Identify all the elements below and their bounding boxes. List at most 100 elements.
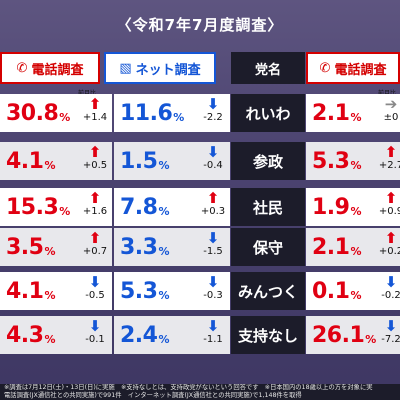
phone-change: ⬆ +1.4 <box>80 95 110 124</box>
phone2-value: 1.9 <box>312 194 350 220</box>
arrow-up-icon: ⬆ <box>384 229 398 247</box>
phone2-change: ➔ ±0 <box>376 95 400 124</box>
internet-value: 5.3 <box>120 278 158 304</box>
internet-cell: 1.5% ⬇ -0.4 <box>114 142 230 180</box>
phone-value: 3.5 <box>6 234 44 260</box>
phone2-cell: 2.1% ⬆ +0.2 <box>306 228 400 266</box>
internet-value: 3.3 <box>120 234 158 260</box>
internet-change-value: -2.2 <box>203 112 223 123</box>
phone2-change: ⬇ -0.2 <box>376 273 400 302</box>
survey-title: 〈令和7年7月度調査〉 <box>116 16 284 34</box>
phone2-change-value: ±0 <box>383 112 399 123</box>
phone-value: 4.1 <box>6 278 44 304</box>
phone2-value: 2.1 <box>312 100 350 126</box>
percent-sign: % <box>59 204 71 218</box>
arrow-down-icon: ⬇ <box>88 273 102 291</box>
internet-change-value: -0.3 <box>203 290 223 301</box>
phone-change: ⬆ +1.6 <box>80 189 110 218</box>
percent-sign: % <box>350 204 362 218</box>
percent-sign: % <box>44 244 56 258</box>
phone2-change-value: +2.7 <box>378 160 400 171</box>
phone-value: 30.8 <box>6 100 59 126</box>
phone2-cell: 5.3% ⬆ +2.7 <box>306 142 400 180</box>
phone2-value: 5.3 <box>312 148 350 174</box>
phone-change-value: +0.7 <box>82 246 108 257</box>
footer-notes: ※調査は7月12日(土)・13日(日)に実施 ※支持なしとは、支持政党がないとい… <box>0 384 400 400</box>
phone2-cell: 2.1% ➔ ±0 <box>306 94 400 132</box>
mobile-icon: ▧ <box>119 60 132 76</box>
party-name: れいわ <box>231 94 305 132</box>
footer-line-2: 電話調査(JX通信社との共同実施)で991件 インターネット調査(JX通信社との… <box>4 392 302 399</box>
phone-change-value: +1.6 <box>82 206 108 217</box>
arrow-up-icon: ⬆ <box>206 189 220 207</box>
footer-line-1: ※調査は7月12日(土)・13日(日)に実施 ※支持なしとは、支持政党がないとい… <box>4 384 373 391</box>
internet-cell: 3.3% ⬇ -1.5 <box>114 228 230 266</box>
arrow-up-icon: ⬆ <box>88 229 102 247</box>
header-phone-2: ✆ 電話調査 <box>306 52 400 84</box>
header-phone2-label: 電話調査 <box>334 62 387 78</box>
phone-icon: ✆ <box>319 60 331 76</box>
internet-cell: 11.6% ⬇ -2.2 <box>114 94 230 132</box>
phone-change: ⬆ +0.5 <box>80 145 110 172</box>
phone2-cell: 26.1% ⬇ -7.2 <box>306 316 400 354</box>
phone2-change-value: +0.2 <box>378 246 400 257</box>
table-row: 30.8% ⬆ +1.4 11.6% ⬇ -2.2 れいわ 2.1% ➔ ±0 <box>0 94 400 132</box>
party-name: 支持なし <box>231 316 305 354</box>
arrow-down-icon: ⬇ <box>206 95 220 113</box>
phone-change-value: +1.4 <box>82 112 108 123</box>
percent-sign: % <box>350 158 362 172</box>
internet-cell: 2.4% ⬇ -1.1 <box>114 316 230 354</box>
arrow-up-icon: ⬆ <box>88 95 102 113</box>
table-row: 3.5% ⬆ +0.7 3.3% ⬇ -1.5 保守 2.1% ⬆ +0.2 <box>0 228 400 266</box>
phone2-change: ⬇ -7.2 <box>376 317 400 346</box>
internet-value: 11.6 <box>120 100 173 126</box>
table-row: 4.3% ⬇ -0.1 2.4% ⬇ -1.1 支持なし 26.1% ⬇ -7.2 <box>0 316 400 354</box>
arrow-up-icon: ⬆ <box>384 189 398 207</box>
phone2-cell: 0.1% ⬇ -0.2 <box>306 272 400 310</box>
arrow-down-icon: ⬇ <box>384 317 398 335</box>
phone2-value: 2.1 <box>312 234 350 260</box>
phone-value: 15.3 <box>6 194 59 220</box>
internet-change-value: -1.5 <box>203 246 223 257</box>
phone2-value: 26.1 <box>312 322 365 348</box>
arrow-up-icon: ⬆ <box>88 189 102 207</box>
phone-cell: 30.8% ⬆ +1.4 <box>0 94 112 132</box>
arrow-down-icon: ⬇ <box>206 143 220 161</box>
party-name: 保守 <box>231 228 305 266</box>
prev-month-label-2: 前月比 <box>378 88 396 97</box>
internet-change: ⬇ -1.5 <box>198 231 228 258</box>
percent-sign: % <box>158 288 170 302</box>
phone-value: 4.3 <box>6 322 44 348</box>
party-name: 参政 <box>231 142 305 180</box>
percent-sign: % <box>350 244 362 258</box>
phone2-change: ⬆ +0.9 <box>376 189 400 218</box>
percent-sign: % <box>350 110 362 124</box>
arrow-down-icon: ⬇ <box>384 273 398 291</box>
percent-sign: % <box>44 158 56 172</box>
phone2-value: 0.1 <box>312 278 350 304</box>
phone-cell: 4.3% ⬇ -0.1 <box>0 316 112 354</box>
header-internet: ▧ ネット調査 <box>104 52 216 84</box>
phone-cell: 15.3% ⬆ +1.6 <box>0 188 112 226</box>
internet-change-value: +0.3 <box>200 206 226 217</box>
percent-sign: % <box>158 158 170 172</box>
phone-icon: ✆ <box>16 60 28 76</box>
percent-sign: % <box>59 110 71 124</box>
header-party-label: 党名 <box>254 62 281 78</box>
internet-cell: 7.8% ⬆ +0.3 <box>114 188 230 226</box>
phone2-change: ⬆ +2.7 <box>376 145 400 172</box>
percent-sign: % <box>350 288 362 302</box>
header-phone: ✆ 電話調査 <box>0 52 100 84</box>
arrow-down-icon: ⬇ <box>88 317 102 335</box>
phone-value: 4.1 <box>6 148 44 174</box>
arrow-flat-icon: ➔ <box>384 95 398 113</box>
table-row: 4.1% ⬇ -0.5 5.3% ⬇ -0.3 みんつく 0.1% ⬇ -0.2 <box>0 272 400 310</box>
percent-sign: % <box>158 332 170 346</box>
percent-sign: % <box>44 288 56 302</box>
internet-change: ⬇ -1.1 <box>198 319 228 346</box>
internet-value: 1.5 <box>120 148 158 174</box>
internet-value: 2.4 <box>120 322 158 348</box>
phone-change-value: -0.5 <box>85 290 105 301</box>
percent-sign: % <box>158 244 170 258</box>
header-party: 党名 <box>231 52 305 84</box>
